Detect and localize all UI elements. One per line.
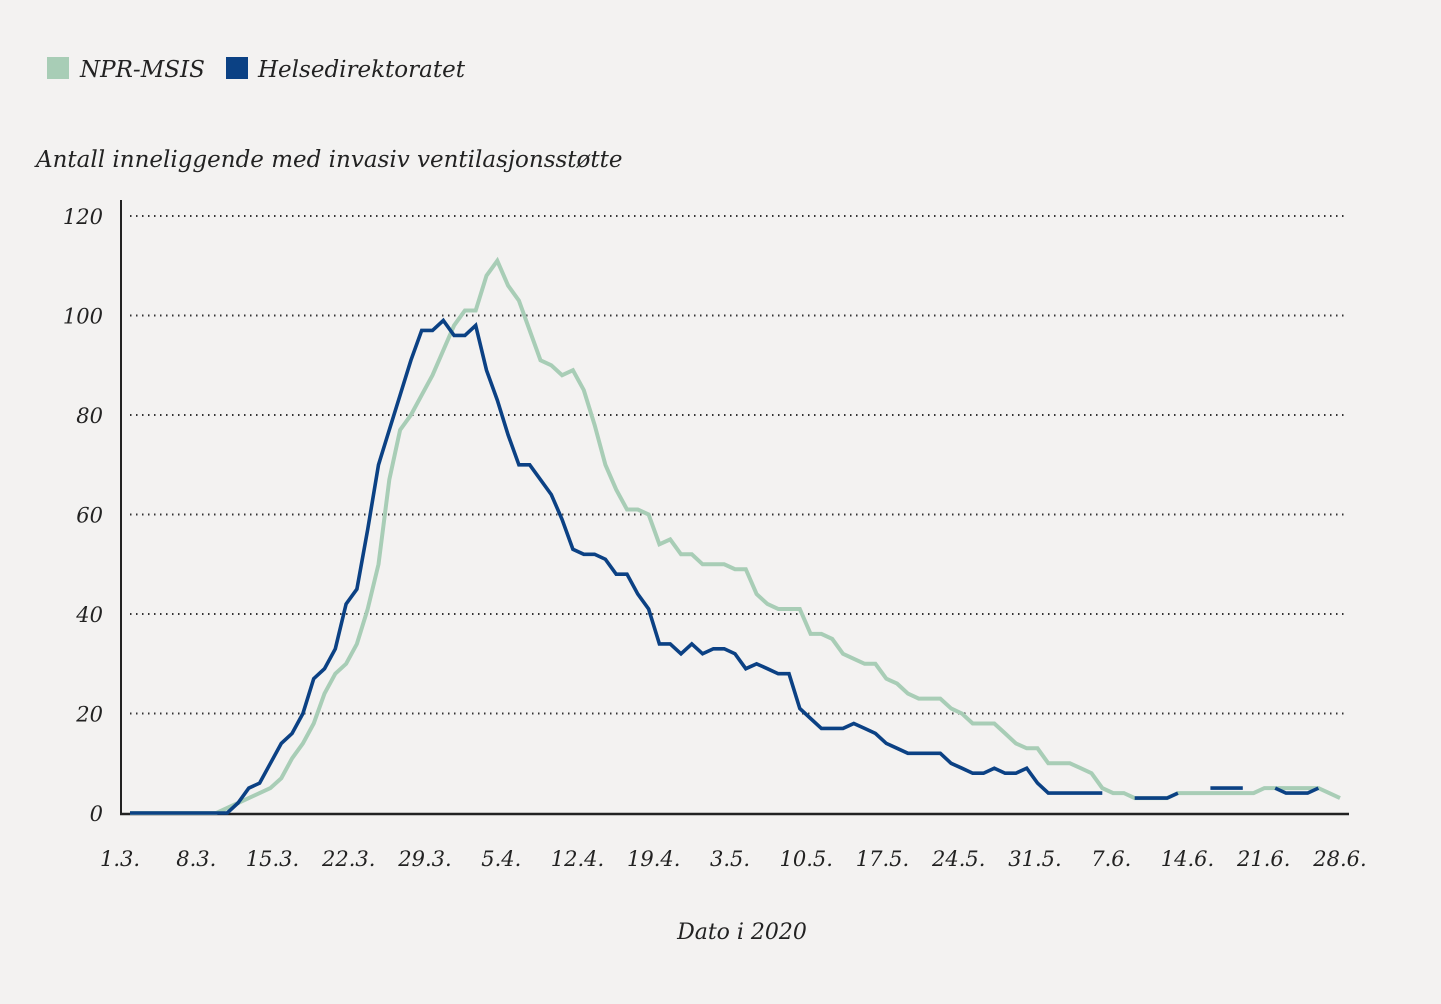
x-tick-label: 21.6.: [1236, 847, 1290, 871]
legend-label-helsedirektoratet: Helsedirektoratet: [257, 57, 466, 83]
y-axis-title: Antall inneliggende med invasiv ventilas…: [34, 147, 623, 173]
x-tick-label: 19.4.: [627, 847, 680, 871]
x-tick-label: 17.5.: [856, 847, 909, 871]
x-tick-label: 5.4.: [481, 847, 521, 871]
x-tick-label: 1.3.: [100, 847, 140, 871]
y-tick-label: 100: [63, 305, 103, 329]
x-tick-label: 3.5.: [710, 847, 750, 871]
x-tick-label: 12.4.: [551, 847, 604, 871]
x-axis-title: Dato i 2020: [676, 920, 807, 945]
x-tick-label: 22.3.: [321, 847, 375, 871]
x-tick-label: 14.6.: [1161, 847, 1214, 871]
x-tick-label: 7.6.: [1091, 847, 1131, 871]
y-tick-label: 60: [76, 504, 103, 528]
legend-swatch-npr-msis: [47, 57, 69, 79]
x-tick-label: 31.5.: [1008, 847, 1061, 871]
y-tick-label: 20: [75, 703, 103, 727]
series-lines: [130, 256, 1341, 815]
x-tick-label: 24.5.: [931, 847, 985, 871]
legend-label-npr-msis: NPR-MSIS: [79, 57, 205, 83]
x-tick-label: 29.3.: [397, 847, 451, 871]
series-line-helsedirektoratet: [1274, 786, 1320, 795]
y-tick-label: 40: [75, 603, 103, 627]
x-tick-label: 10.5.: [780, 847, 833, 871]
x-tick-labels: 1.3. 8.3. 15.3. 22.3. 29.3. 5.4. 12.4. 19.4. 3.5…: [100, 847, 1367, 871]
x-tick-label: 15.3.: [246, 847, 299, 871]
y-tick-label: 80: [76, 404, 103, 428]
y-tick-label: 0: [90, 802, 103, 826]
legend-swatch-helsedirektoratet: [226, 57, 248, 79]
y-tick-labels: 0 20 40 60 80 100 120: [63, 205, 103, 826]
x-tick-label: 28.6.: [1312, 847, 1366, 871]
series-line-helsedirektoratet: [130, 317, 1103, 815]
series-line-npr-msis: [130, 256, 1341, 815]
x-tick-label: 8.3.: [176, 847, 216, 871]
series-line-helsedirektoratet: [1134, 791, 1179, 800]
legend: NPR-MSIS Helsedirektoratet: [47, 57, 466, 83]
gridlines: [130, 215, 1348, 715]
y-tick-label: 120: [63, 205, 103, 229]
